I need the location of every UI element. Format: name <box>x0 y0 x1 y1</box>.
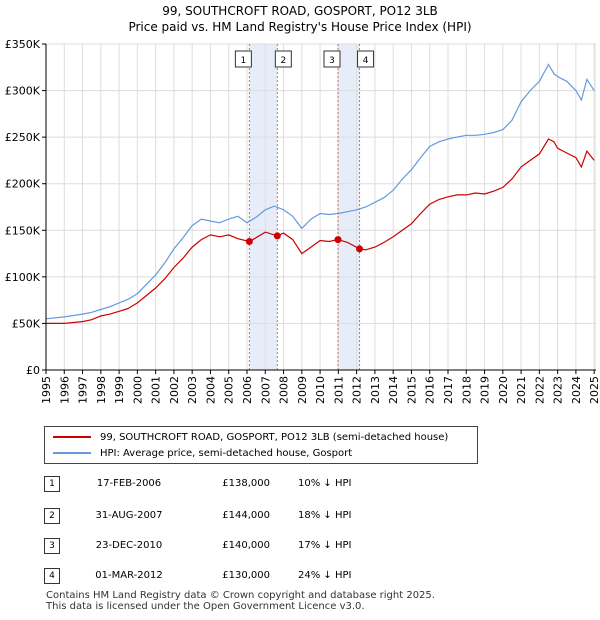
transaction-label-box <box>357 50 375 68</box>
transaction-label-box <box>323 50 341 68</box>
transaction-price: £144,000 <box>222 510 270 521</box>
hpi-series-line <box>45 63 595 320</box>
plot-area <box>46 44 596 370</box>
legend-label-hpi: HPI: Average price, semi-detached house,… <box>100 447 353 459</box>
transaction-marker <box>245 237 253 245</box>
x-tick-label: 2006 <box>241 376 254 404</box>
transaction-marker <box>356 245 364 253</box>
footer-licence: This data is licensed under the Open Gov… <box>46 601 365 612</box>
transaction-number: 4 <box>44 568 60 584</box>
table-row: 4 01-MAR-2012 £130,000 24% ↓ HPI <box>40 568 480 586</box>
chart-title: 99, SOUTHCROFT ROAD, GOSPORT, PO12 3LB <box>162 4 438 18</box>
x-tick-label: 2016 <box>424 376 437 404</box>
transaction-number: 3 <box>44 538 60 554</box>
transaction-date: 01-MAR-2012 <box>95 570 163 581</box>
transaction-hpi-diff: 18% ↓ HPI <box>298 510 352 521</box>
transaction-label-number: 2 <box>280 56 286 66</box>
x-tick-label: 1995 <box>40 376 53 404</box>
y-tick-label: £50K <box>12 317 41 330</box>
legend: 99, SOUTHCROFT ROAD, GOSPORT, PO12 3LB (… <box>44 426 478 464</box>
footer-copyright: Contains HM Land Registry data © Crown c… <box>46 590 435 601</box>
y-tick-label: £100K <box>5 271 41 284</box>
transaction-hpi-diff: 17% ↓ HPI <box>298 540 352 551</box>
transaction-price: £140,000 <box>222 540 270 551</box>
transaction-date: 17-FEB-2006 <box>96 478 162 489</box>
x-tick-label: 1996 <box>58 376 71 404</box>
transaction-date: 23-DEC-2010 <box>95 540 163 551</box>
x-tick-label: 2008 <box>278 376 291 404</box>
y-tick-label: £250K <box>5 131 41 144</box>
table-row: 2 31-AUG-2007 £144,000 18% ↓ HPI <box>40 508 480 526</box>
x-tick-label: 2009 <box>296 376 309 404</box>
x-tick-label: 2002 <box>168 376 181 404</box>
transaction-label-number: 4 <box>363 56 369 66</box>
table-row: 1 17-FEB-2006 £138,000 10% ↓ HPI <box>40 476 480 494</box>
forecast-hatch <box>594 44 596 370</box>
transaction-number: 1 <box>44 476 60 492</box>
ownership-shade-2 <box>337 44 360 370</box>
x-tick-label: 2018 <box>460 376 473 404</box>
x-tick-label: 2019 <box>479 376 492 404</box>
x-tick-label: 2024 <box>570 376 583 404</box>
x-tick-label: 2017 <box>442 376 455 404</box>
x-tick-label: 2025 <box>588 376 600 404</box>
price-chart: 1 2 3 4 £0 £50K £100K £150K £200K £250K £300K £350K… <box>5 38 600 404</box>
y-tick-label: £200K <box>5 178 41 191</box>
x-tick-label: 1997 <box>77 376 90 404</box>
transaction-number: 2 <box>44 508 60 524</box>
x-tick-label: 2013 <box>369 376 382 404</box>
x-tick-label: 1999 <box>113 376 126 404</box>
x-tick-label: 2001 <box>150 376 163 404</box>
transaction-marker <box>334 236 342 244</box>
transaction-marker <box>273 232 281 240</box>
x-tick-label: 2012 <box>351 376 364 404</box>
x-tick-label: 2014 <box>387 376 400 404</box>
y-tick-label: £300K <box>5 85 41 98</box>
legend-swatch-hpi <box>53 452 91 454</box>
legend-item-property: 99, SOUTHCROFT ROAD, GOSPORT, PO12 3LB (… <box>53 430 448 444</box>
y-tick-label: £350K <box>5 38 41 51</box>
x-tick-label: 2021 <box>515 376 528 404</box>
y-tick-label: £0 <box>26 364 40 377</box>
transaction-label-box <box>234 50 252 68</box>
transaction-hpi-diff: 10% ↓ HPI <box>298 478 352 489</box>
transaction-hpi-diff: 24% ↓ HPI <box>298 570 352 581</box>
x-tick-label: 1998 <box>95 376 108 404</box>
x-tick-label: 2003 <box>186 376 199 404</box>
legend-label-property: 99, SOUTHCROFT ROAD, GOSPORT, PO12 3LB (… <box>100 431 449 443</box>
legend-swatch-property <box>53 436 91 438</box>
x-tick-label: 2015 <box>405 376 418 404</box>
transaction-date: 31-AUG-2007 <box>95 510 163 521</box>
transaction-label-number: 3 <box>329 56 335 66</box>
x-tick-label: 2011 <box>332 376 345 404</box>
x-tick-label: 2007 <box>259 376 272 404</box>
y-tick-label: £150K <box>5 224 41 237</box>
x-tick-label: 2023 <box>552 376 565 404</box>
x-tick-label: 2000 <box>131 376 144 404</box>
table-row: 3 23-DEC-2010 £140,000 17% ↓ HPI <box>40 538 480 556</box>
chart-subtitle: Price paid vs. HM Land Registry's House … <box>128 20 472 34</box>
x-tick-label: 2005 <box>223 376 236 404</box>
transaction-label-number: 1 <box>241 56 247 66</box>
x-tick-label: 2010 <box>314 376 327 404</box>
transaction-label-box <box>274 50 292 68</box>
x-tick-label: 2004 <box>204 376 217 404</box>
x-tick-label: 2022 <box>533 376 546 404</box>
footer: Contains HM Land Registry data © Crown c… <box>46 590 435 612</box>
x-tick-label: 2020 <box>497 376 510 404</box>
transaction-price: £130,000 <box>222 570 270 581</box>
transaction-price: £138,000 <box>222 478 270 489</box>
legend-item-hpi: HPI: Average price, semi-detached house,… <box>53 446 352 460</box>
